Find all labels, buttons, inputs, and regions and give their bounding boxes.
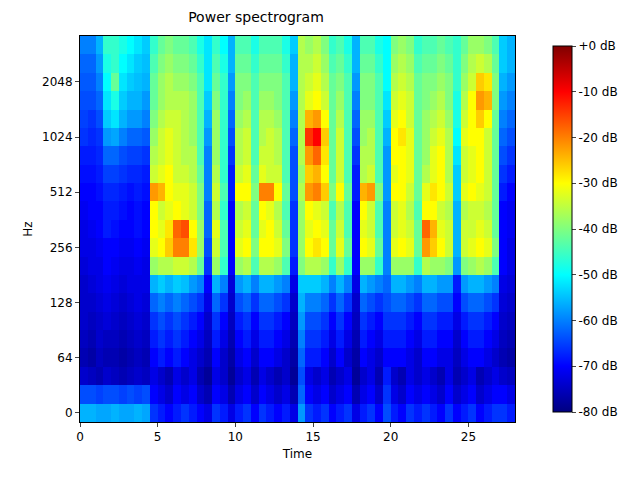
svg-text:-70 dB: -70 dB (578, 359, 617, 373)
svg-text:512: 512 (50, 185, 73, 199)
svg-text:Time: Time (282, 447, 312, 461)
svg-text:-50 dB: -50 dB (578, 268, 617, 282)
svg-text:-10 dB: -10 dB (578, 85, 617, 99)
svg-text:-20 dB: -20 dB (578, 131, 617, 145)
svg-text:Hz: Hz (21, 221, 35, 236)
svg-text:5: 5 (154, 430, 162, 444)
svg-text:20: 20 (383, 430, 398, 444)
svg-text:0: 0 (76, 430, 84, 444)
svg-text:2048: 2048 (42, 75, 73, 89)
svg-text:25: 25 (461, 430, 476, 444)
svg-text:0: 0 (65, 406, 73, 420)
svg-text:15: 15 (305, 430, 320, 444)
svg-text:-40 dB: -40 dB (578, 222, 617, 236)
svg-text:+0 dB: +0 dB (578, 39, 615, 53)
svg-text:-60 dB: -60 dB (578, 314, 617, 328)
svg-text:64: 64 (57, 351, 72, 365)
svg-text:1024: 1024 (42, 130, 73, 144)
svg-text:128: 128 (50, 296, 73, 310)
svg-text:256: 256 (50, 241, 73, 255)
svg-text:Power spectrogram: Power spectrogram (188, 9, 324, 25)
svg-text:-80 dB: -80 dB (578, 405, 617, 419)
svg-text:-30 dB: -30 dB (578, 176, 617, 190)
svg-text:10: 10 (228, 430, 243, 444)
